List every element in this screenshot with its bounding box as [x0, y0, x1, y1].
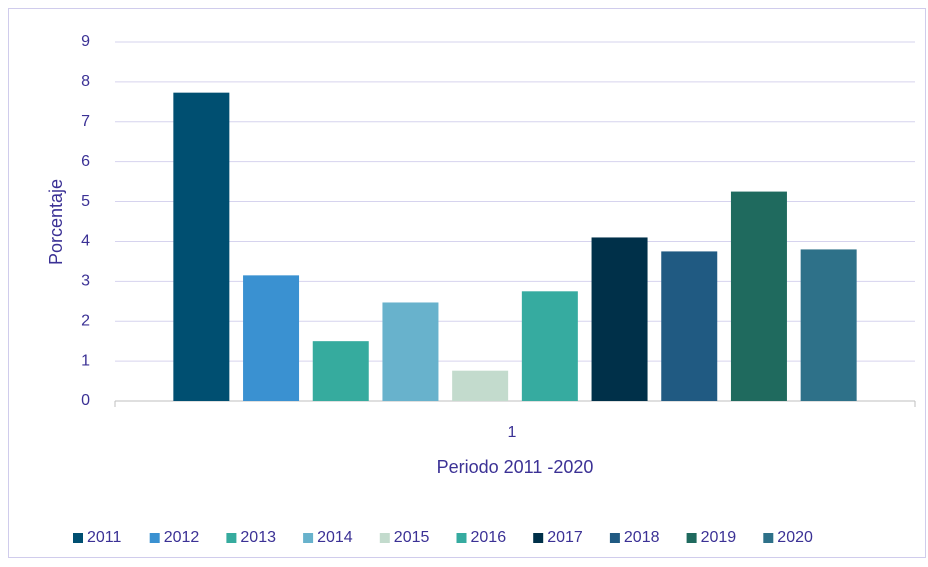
legend-label: 2016 — [471, 529, 507, 546]
legend-swatch — [379, 533, 390, 543]
bar — [730, 191, 787, 401]
y-tick-label: 2 — [81, 312, 90, 329]
y-tick-label: 6 — [81, 153, 90, 170]
y-tick-label: 1 — [81, 352, 90, 369]
legend-label: 2012 — [164, 529, 200, 546]
bar — [452, 370, 509, 401]
legend-swatch — [73, 533, 83, 543]
legend-swatch — [609, 533, 620, 543]
bar — [312, 341, 369, 401]
legend-swatch — [533, 533, 544, 543]
legend-label: 2013 — [240, 529, 276, 546]
y-tick-label: 5 — [81, 193, 90, 210]
bar — [243, 275, 300, 401]
y-tick-label: 3 — [81, 273, 90, 290]
x-axis-title: Periodo 2011 -2020 — [437, 457, 594, 477]
bar — [661, 251, 718, 401]
y-tick-label: 0 — [81, 392, 90, 409]
y-tick-label: 8 — [81, 73, 90, 90]
legend-label: 2011 — [87, 529, 122, 546]
legend-label: 2017 — [547, 529, 583, 546]
bar — [382, 302, 439, 401]
y-axis-title: Porcentaje — [46, 179, 66, 265]
bar — [800, 249, 857, 401]
legend-label: 2018 — [624, 529, 660, 546]
legend-swatch — [456, 533, 467, 543]
legend-swatch — [303, 533, 314, 543]
legend-label: 2015 — [394, 529, 430, 546]
y-tick-label: 7 — [81, 113, 90, 130]
legend-swatch — [763, 533, 774, 543]
legend-swatch — [149, 533, 160, 543]
legend-swatch — [686, 533, 697, 543]
bar — [591, 237, 648, 401]
bar — [521, 291, 578, 401]
legend-swatch — [226, 533, 237, 543]
legend-label: 2019 — [701, 529, 737, 546]
y-tick-label: 4 — [81, 233, 90, 250]
bar — [173, 92, 230, 402]
y-tick-label: 9 — [81, 33, 90, 50]
legend-label: 2020 — [777, 529, 813, 546]
legend-label: 2014 — [317, 529, 353, 546]
x-tick-label: 1 — [508, 424, 517, 441]
